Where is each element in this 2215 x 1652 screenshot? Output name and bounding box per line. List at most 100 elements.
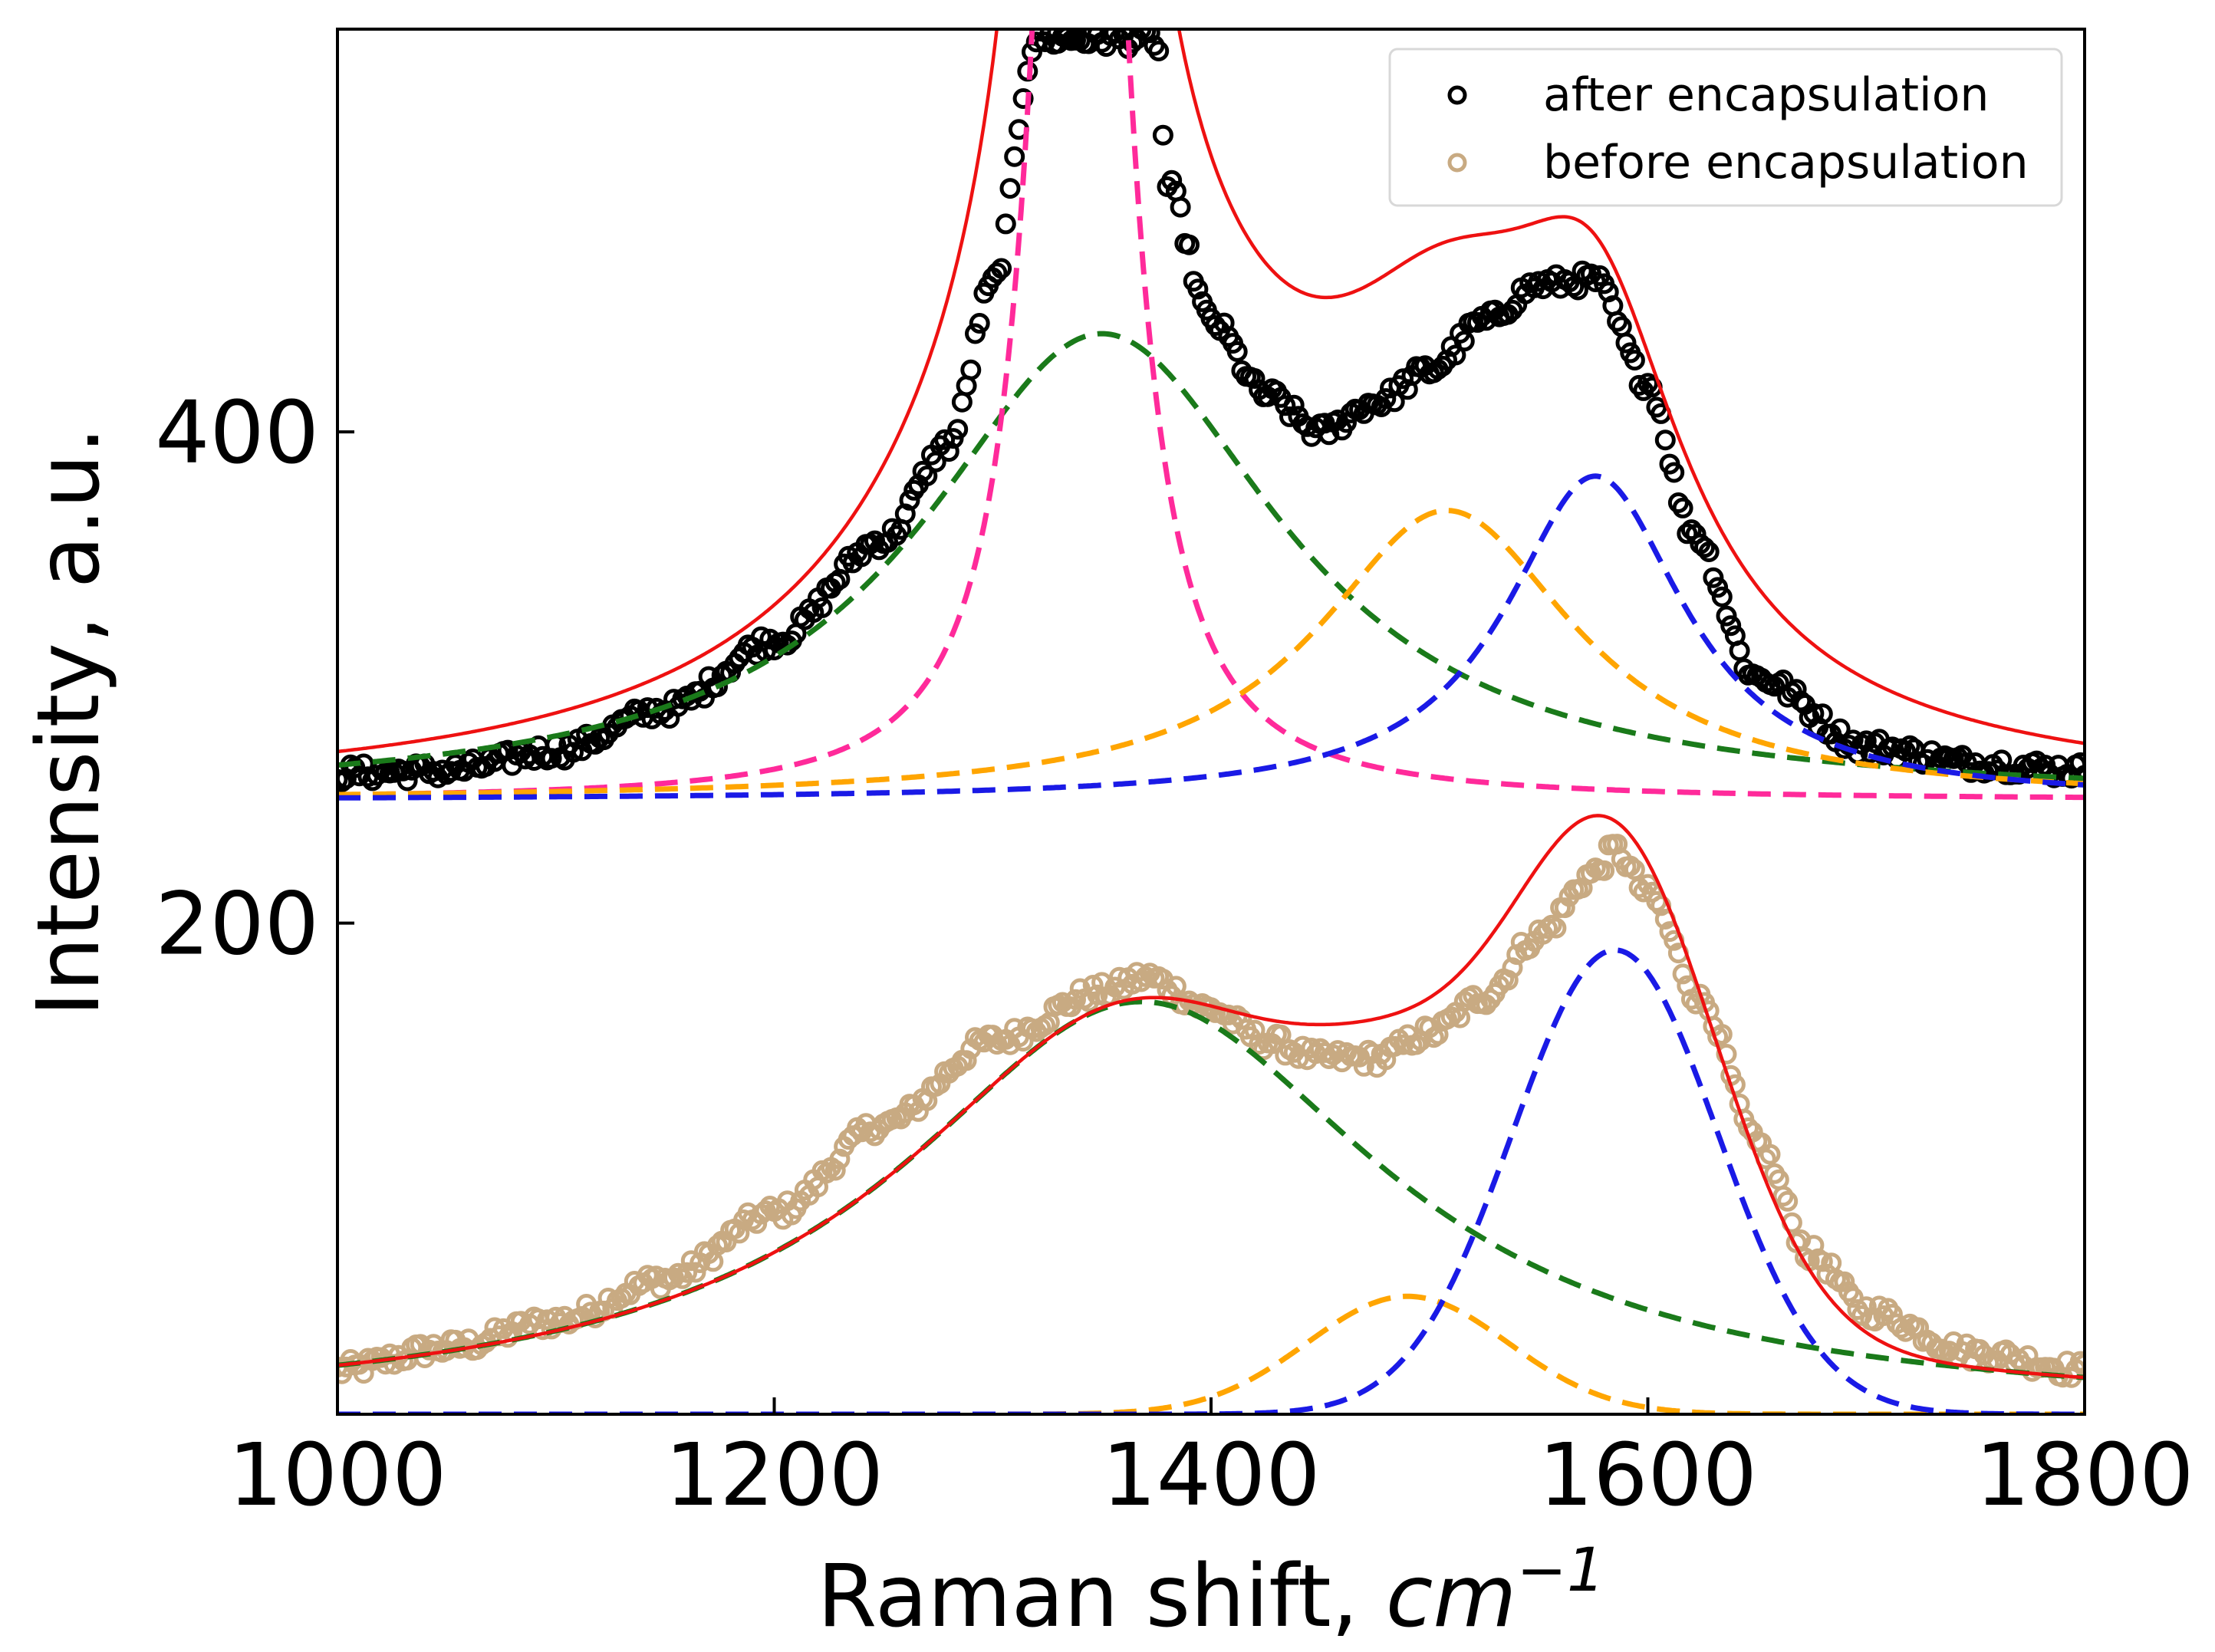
after-data-point — [1161, 169, 1183, 191]
after-data-point — [1205, 315, 1226, 336]
after-data-point — [1855, 730, 1877, 752]
after-data-point — [986, 262, 1008, 284]
after-data-point — [1698, 541, 1720, 562]
x-axis-label-unit: cm — [1386, 1547, 1517, 1647]
before-data-point — [956, 1050, 977, 1071]
after-data-point — [1453, 331, 1475, 352]
after-data-point — [1637, 373, 1658, 394]
x-axis-label: Raman shift, cm−1 — [817, 1536, 1604, 1647]
after-data-point — [1187, 278, 1209, 300]
x-axis-ticks: 1000 1200 1400 1600 1800 — [228, 1397, 2194, 1525]
before-data-point — [1572, 877, 1593, 899]
after-data-point — [1677, 523, 1698, 545]
before-data-point — [1842, 1287, 1864, 1308]
after-data-point — [1004, 146, 1025, 167]
before-data-point — [1759, 1144, 1781, 1165]
after-data-point — [1152, 124, 1173, 146]
before-data-point — [1594, 860, 1615, 881]
after-data-point — [337, 768, 348, 790]
fit-curves — [337, 29, 2085, 1380]
before-data-point — [676, 1262, 698, 1283]
after-data-point — [707, 676, 728, 697]
before-encapsulation-points — [337, 834, 2085, 1388]
x-tick-label-1600: 1600 — [1539, 1426, 1757, 1525]
after-data-point — [811, 597, 833, 618]
after-data-point — [960, 359, 982, 380]
before-g-band-curve — [337, 947, 2085, 1414]
after-data-point — [995, 213, 1016, 235]
before-data-point — [1231, 1009, 1252, 1030]
after-data-point — [1785, 679, 1807, 700]
before-data-point — [755, 1200, 776, 1222]
after-data-point — [1012, 88, 1034, 109]
before-data-point — [829, 1148, 851, 1170]
after-data-point — [912, 460, 933, 482]
legend-label-before: before encapsulation — [1543, 136, 2029, 189]
after-data-point — [934, 429, 956, 450]
after-data-point — [1716, 605, 1737, 627]
before-data-point — [1270, 1024, 1292, 1045]
after-data-point — [1720, 615, 1742, 637]
before-data-point — [1672, 963, 1693, 985]
after-data-point — [563, 742, 584, 763]
after-data-point — [1283, 394, 1305, 416]
before-data-point — [1777, 1190, 1799, 1212]
before-data-point — [1087, 984, 1108, 1005]
before-data-point — [1834, 1271, 1855, 1292]
x-tick-label-1400: 1400 — [1101, 1426, 1320, 1525]
before-data-point — [1497, 969, 1519, 991]
before-data-point — [1716, 1044, 1737, 1065]
after-data-point — [1711, 586, 1733, 607]
after-sharp-peak-curve — [337, 29, 2085, 801]
after-data-point — [2069, 752, 2085, 773]
after-data-point — [1680, 519, 1702, 541]
after-data-point — [1017, 61, 1038, 82]
before-data-point — [1855, 1296, 1877, 1318]
before-data-point — [685, 1262, 706, 1283]
after-data-point — [965, 323, 986, 344]
before-data-point — [824, 1160, 846, 1181]
after-data-point — [947, 419, 969, 440]
after-data-point — [1314, 413, 1335, 434]
before-data-point — [1624, 859, 1645, 880]
legend: after encapsulation before encapsulation — [1388, 48, 2063, 207]
after-data-point — [1615, 332, 1637, 354]
before-data-point — [1620, 855, 1641, 877]
after-fit-curve — [337, 29, 2085, 754]
plot-area — [337, 29, 2085, 1414]
after-data-point — [1694, 537, 1715, 558]
after-data-point — [938, 441, 959, 462]
after-data-point — [1179, 234, 1200, 255]
after-data-point — [1812, 703, 1833, 725]
x-axis-label-main: Raman shift, — [817, 1547, 1385, 1647]
after-data-point — [969, 313, 990, 334]
legend-label-after: after encapsulation — [1543, 68, 1989, 122]
after-g-band-curve — [337, 473, 2085, 801]
after-data-point — [1244, 368, 1265, 389]
x-axis-label-exponent: −1 — [1517, 1536, 1605, 1605]
after-data-point — [1226, 341, 1248, 362]
before-data-point — [1545, 917, 1567, 939]
before-data-point — [1554, 897, 1575, 919]
after-encapsulation-points — [337, 29, 2085, 792]
after-data-point — [1664, 462, 1685, 483]
after-data-point — [1672, 497, 1693, 518]
x-tick-label-1200: 1200 — [665, 1426, 884, 1525]
before-data-point — [1502, 957, 1523, 979]
after-d-band-curve — [337, 331, 2085, 782]
after-data-point — [999, 178, 1021, 199]
before-data-point — [1440, 1006, 1462, 1028]
before-data-point — [1082, 975, 1104, 995]
before-fit-curve — [337, 814, 2085, 1380]
y-axis-ticks: 200 400 — [155, 383, 354, 975]
x-tick-label-1000: 1000 — [228, 1426, 446, 1525]
before-data-point — [1812, 1251, 1833, 1272]
y-axis-label: Intensity, a.u. — [19, 426, 119, 1017]
y-tick-label-400: 400 — [155, 383, 319, 483]
after-data-point — [1703, 567, 1724, 588]
after-data-point — [1654, 429, 1676, 451]
y-tick-label-200: 200 — [155, 875, 319, 975]
legend-marker-before — [1447, 153, 1467, 173]
after-data-point — [1148, 41, 1170, 61]
